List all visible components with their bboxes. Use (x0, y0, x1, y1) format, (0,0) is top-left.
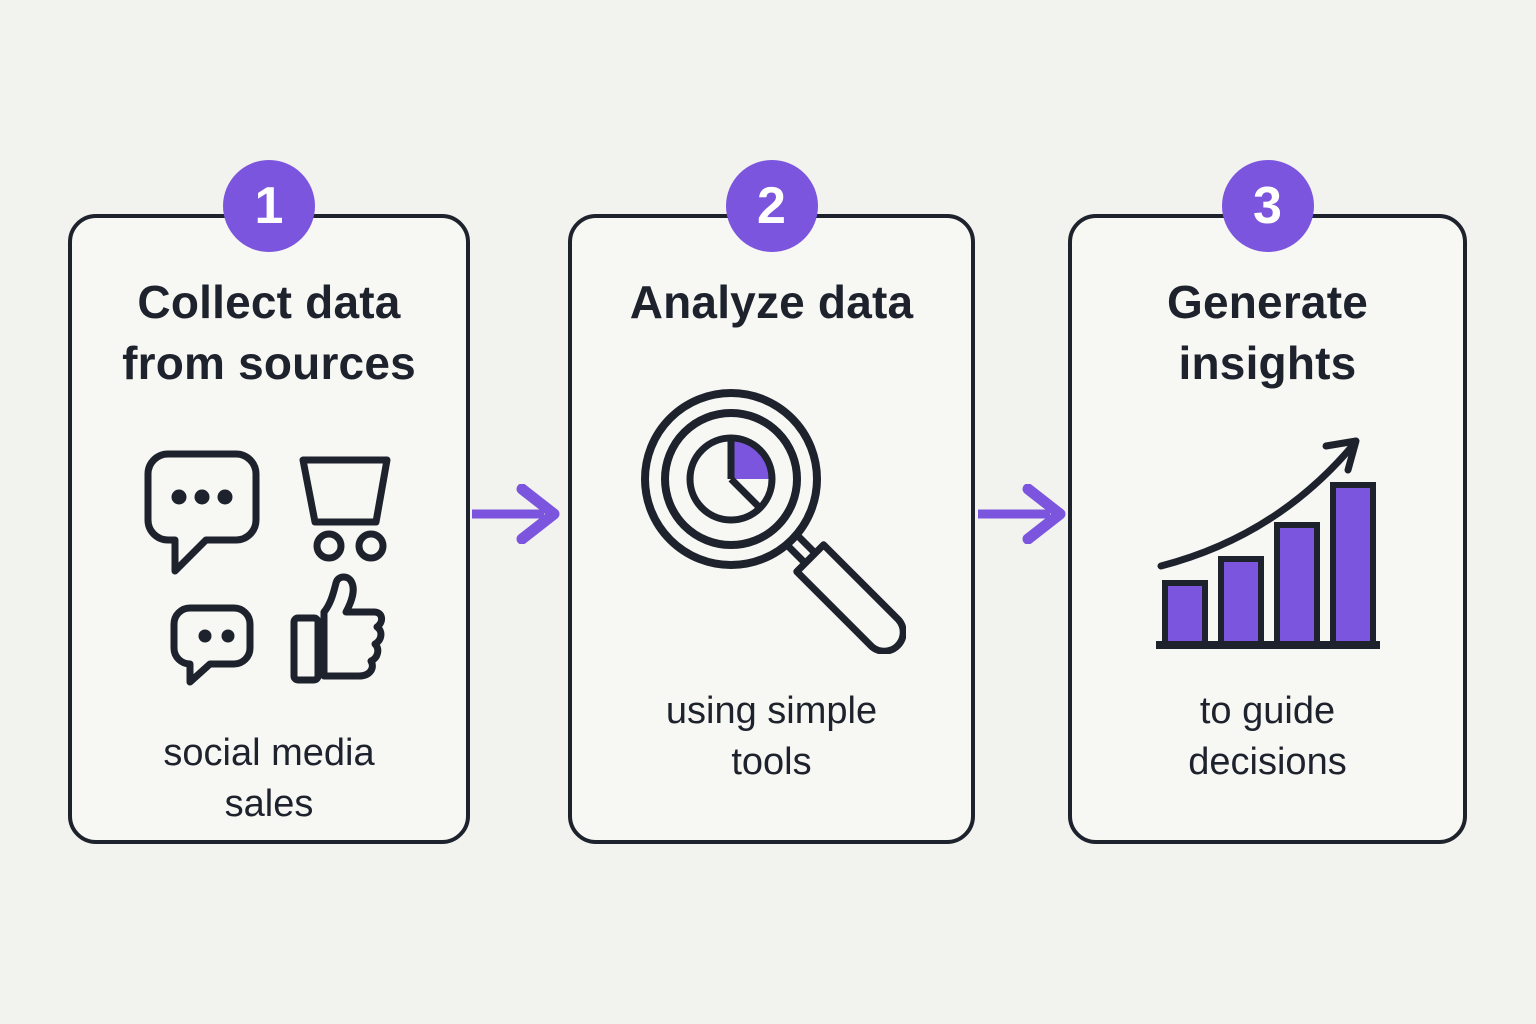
step-2-icons (572, 386, 971, 654)
step-card-3: 3 Generate insights to guide decisions (1068, 160, 1467, 844)
step-2-caption-line-1: using simple (665, 690, 878, 732)
step-3-title-line-2: insights (1178, 337, 1357, 389)
chat-bubble-2-dots-icon (170, 604, 254, 686)
step-1-number-badge: 1 (223, 160, 315, 252)
step-1-title: Collect data from sources (72, 272, 466, 394)
arrow-right-icon (978, 484, 1066, 544)
step-2-number-badge: 2 (725, 160, 818, 252)
step-1-caption-line-1: social media (163, 732, 375, 774)
step-2-number: 2 (757, 177, 786, 235)
step-3-caption-line-2: decisions (1188, 741, 1347, 783)
step-3-number: 3 (1253, 177, 1282, 235)
step-card-1: 1 Collect data from sources (68, 160, 470, 844)
step-1-caption: social media sales (72, 728, 466, 830)
step-2-caption-line-2: tools (731, 741, 812, 783)
step-3-number-badge: 3 (1221, 160, 1314, 252)
step-2-title: Analyze data (572, 272, 971, 333)
arrow-right-icon (472, 484, 560, 544)
step-1-title-line-1: Collect data (137, 276, 401, 328)
step-1-caption-line-2: sales (224, 783, 314, 825)
step-1-icons (72, 448, 466, 686)
magnifier-pie-chart-icon (640, 389, 906, 654)
shopping-cart-icon (299, 456, 391, 562)
step-2-caption: using simple tools (572, 686, 971, 788)
connector-arrow-1 (470, 484, 562, 544)
step-3-title-line-1: Generate (1166, 276, 1369, 328)
chat-bubble-3-dots-icon (144, 450, 260, 575)
connector-arrow-2 (976, 484, 1068, 544)
thumbs-up-icon (290, 573, 385, 684)
step-3-icons (1072, 430, 1463, 652)
step-card-2: 2 Analyze data usi (568, 160, 975, 844)
data-sources-icon-group (144, 450, 391, 686)
growth-bar-chart-icon (1155, 437, 1380, 649)
step-1-title-line-2: from sources (122, 337, 416, 389)
step-3-caption: to guide decisions (1072, 686, 1463, 788)
step-1-number: 1 (254, 177, 284, 235)
step-3-caption-line-1: to guide (1199, 690, 1336, 732)
step-2-title-line-1: Analyze data (629, 276, 914, 328)
step-3-title: Generate insights (1072, 272, 1463, 394)
